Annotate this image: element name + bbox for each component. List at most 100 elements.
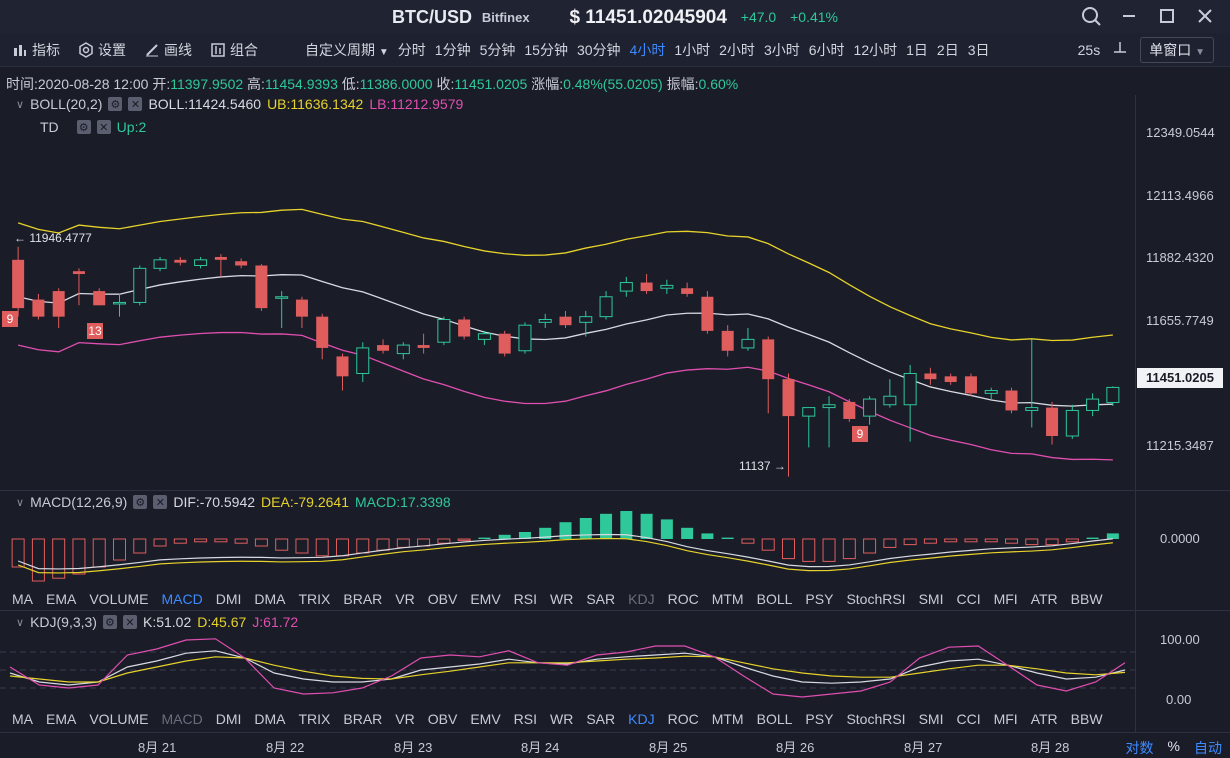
indicator-tab-wr[interactable]: WR [550, 591, 574, 607]
indicator-tab-ma[interactable]: MA [12, 591, 33, 607]
indicator-tab-cci[interactable]: CCI [956, 711, 981, 727]
crosshair-icon[interactable] [1112, 40, 1128, 59]
indicator-tab-smi[interactable]: SMI [918, 711, 944, 727]
indicator-tab-volume[interactable]: VOLUME [89, 591, 149, 607]
collapse-icon[interactable]: ∨ [16, 496, 25, 509]
indicator-tab-rsi[interactable]: RSI [513, 591, 538, 607]
indicator-tab-vr[interactable]: VR [395, 711, 415, 727]
candle-body [944, 376, 957, 383]
minimize-icon[interactable] [1118, 5, 1140, 27]
period-0[interactable]: 分时 [397, 41, 426, 58]
search-icon[interactable] [1080, 5, 1102, 27]
caret-down-icon: ▼ [1195, 46, 1205, 58]
indicator-tab-macd[interactable]: MACD [161, 591, 203, 607]
close-icon[interactable] [1194, 5, 1216, 27]
period-11[interactable]: 1日 [906, 41, 928, 58]
indicator-tab-atr[interactable]: ATR [1030, 591, 1058, 607]
indicator-tab-sar[interactable]: SAR [586, 591, 616, 607]
indicator-tab-boll[interactable]: BOLL [756, 591, 793, 607]
indicator-tab-cci[interactable]: CCI [956, 591, 981, 607]
indicator-tab-bbw[interactable]: BBW [1070, 711, 1103, 727]
indicator-tab-ema[interactable]: EMA [46, 591, 77, 607]
settings-button[interactable]: 设置 [78, 40, 126, 60]
kdj-settings-icon[interactable]: ⚙ [102, 615, 117, 629]
macd-close-icon[interactable]: ✕ [153, 495, 168, 509]
indicator-tab-sar[interactable]: SAR [586, 711, 616, 727]
indicator-tab-brar[interactable]: BRAR [343, 591, 383, 607]
period-1[interactable]: 1分钟 [434, 41, 471, 58]
period-5[interactable]: 4小时 [629, 41, 666, 58]
price-chart[interactable] [0, 95, 1135, 490]
collapse-icon[interactable]: ∨ [16, 616, 25, 629]
log-scale-toggle[interactable]: 对数 [1125, 740, 1154, 756]
indicator-tab-roc[interactable]: ROC [667, 711, 699, 727]
boll-settings-icon[interactable]: ⚙ [108, 97, 123, 111]
indicator-tab-mtm[interactable]: MTM [711, 711, 744, 727]
collapse-icon[interactable]: ∨ [16, 98, 25, 111]
indicator-tab-ma[interactable]: MA [12, 711, 33, 727]
period-7[interactable]: 2小时 [719, 41, 755, 58]
single-window-dropdown[interactable]: 单窗口 ▼ [1140, 36, 1214, 63]
indicator-tab-kdj[interactable]: KDJ [628, 591, 655, 607]
indicator-tab-obv[interactable]: OBV [427, 591, 458, 607]
indicator-tab-kdj[interactable]: KDJ [628, 711, 655, 727]
period-2[interactable]: 5分钟 [479, 41, 516, 58]
draw-button[interactable]: 画线 [144, 40, 192, 60]
indicator-tab-trix[interactable]: TRIX [298, 591, 331, 607]
indicator-tab-stochrsi[interactable]: StochRSI [846, 711, 906, 727]
pencil-icon [146, 43, 158, 56]
indicator-tab-rsi[interactable]: RSI [513, 711, 538, 727]
maximize-icon[interactable] [1156, 5, 1178, 27]
combo-button[interactable]: 组合 [210, 40, 258, 60]
indicator-tab-mfi[interactable]: MFI [993, 591, 1018, 607]
period-9[interactable]: 6小时 [808, 41, 845, 58]
kdj-chart[interactable] [0, 612, 1135, 707]
custom-period-dropdown[interactable]: 自定义周期 ▼ [305, 41, 389, 58]
candle-body [579, 316, 593, 323]
indicator-button[interactable]: 指标 [12, 40, 60, 60]
indicator-tab-dmi[interactable]: DMI [215, 711, 242, 727]
indicator-tab-emv[interactable]: EMV [470, 591, 501, 607]
indicator-tab-mtm[interactable]: MTM [711, 591, 744, 607]
indicator-tab-vr[interactable]: VR [395, 591, 415, 607]
boll-close-icon[interactable]: ✕ [128, 97, 143, 111]
indicator-tab-emv[interactable]: EMV [470, 711, 501, 727]
macd-bar [72, 538, 86, 575]
period-8[interactable]: 3小时 [763, 41, 800, 58]
indicator-tab-macd[interactable]: MACD [161, 711, 203, 727]
indicator-tab-roc[interactable]: ROC [667, 591, 699, 607]
indicator-tab-stochrsi[interactable]: StochRSI [846, 591, 906, 607]
indicator-tab-boll[interactable]: BOLL [756, 711, 793, 727]
td-settings-icon[interactable]: ⚙ [76, 120, 91, 134]
indicator-tab-mfi[interactable]: MFI [993, 711, 1018, 727]
indicator-tab-ema[interactable]: EMA [46, 711, 77, 727]
period-3[interactable]: 15分钟 [524, 41, 568, 58]
indicator-tab-bbw[interactable]: BBW [1070, 591, 1103, 607]
indicator-tab-psy[interactable]: PSY [805, 591, 834, 607]
td-close-icon[interactable]: ✕ [96, 120, 111, 134]
indicator-tab-atr[interactable]: ATR [1030, 711, 1058, 727]
indicator-tab-psy[interactable]: PSY [805, 711, 834, 727]
indicator-tab-volume[interactable]: VOLUME [89, 711, 149, 727]
indicator-tab-trix[interactable]: TRIX [298, 711, 331, 727]
macd-bar [640, 513, 653, 539]
period-10[interactable]: 12小时 [853, 41, 898, 58]
indicator-tab-smi[interactable]: SMI [918, 591, 944, 607]
macd-chart[interactable] [0, 491, 1135, 586]
period-13[interactable]: 3日 [967, 41, 990, 58]
indicator-tab-dma[interactable]: DMA [254, 711, 286, 727]
indicator-tab-dmi[interactable]: DMI [215, 591, 242, 607]
macd-settings-icon[interactable]: ⚙ [133, 495, 148, 509]
indicator-tab-dma[interactable]: DMA [254, 591, 286, 607]
indicator-tab-obv[interactable]: OBV [427, 711, 458, 727]
indicator-tab-brar[interactable]: BRAR [343, 711, 383, 727]
percent-scale-toggle[interactable]: % [1167, 738, 1180, 754]
period-12[interactable]: 2日 [936, 41, 959, 58]
indicator-tab-wr[interactable]: WR [550, 711, 574, 727]
kdj-close-icon[interactable]: ✕ [122, 615, 137, 629]
auto-scale-toggle[interactable]: 自动 [1194, 740, 1222, 756]
period-4[interactable]: 30分钟 [576, 41, 621, 58]
macd-bar [52, 538, 66, 579]
period-6[interactable]: 1小时 [674, 41, 711, 58]
candle-body [174, 259, 187, 263]
